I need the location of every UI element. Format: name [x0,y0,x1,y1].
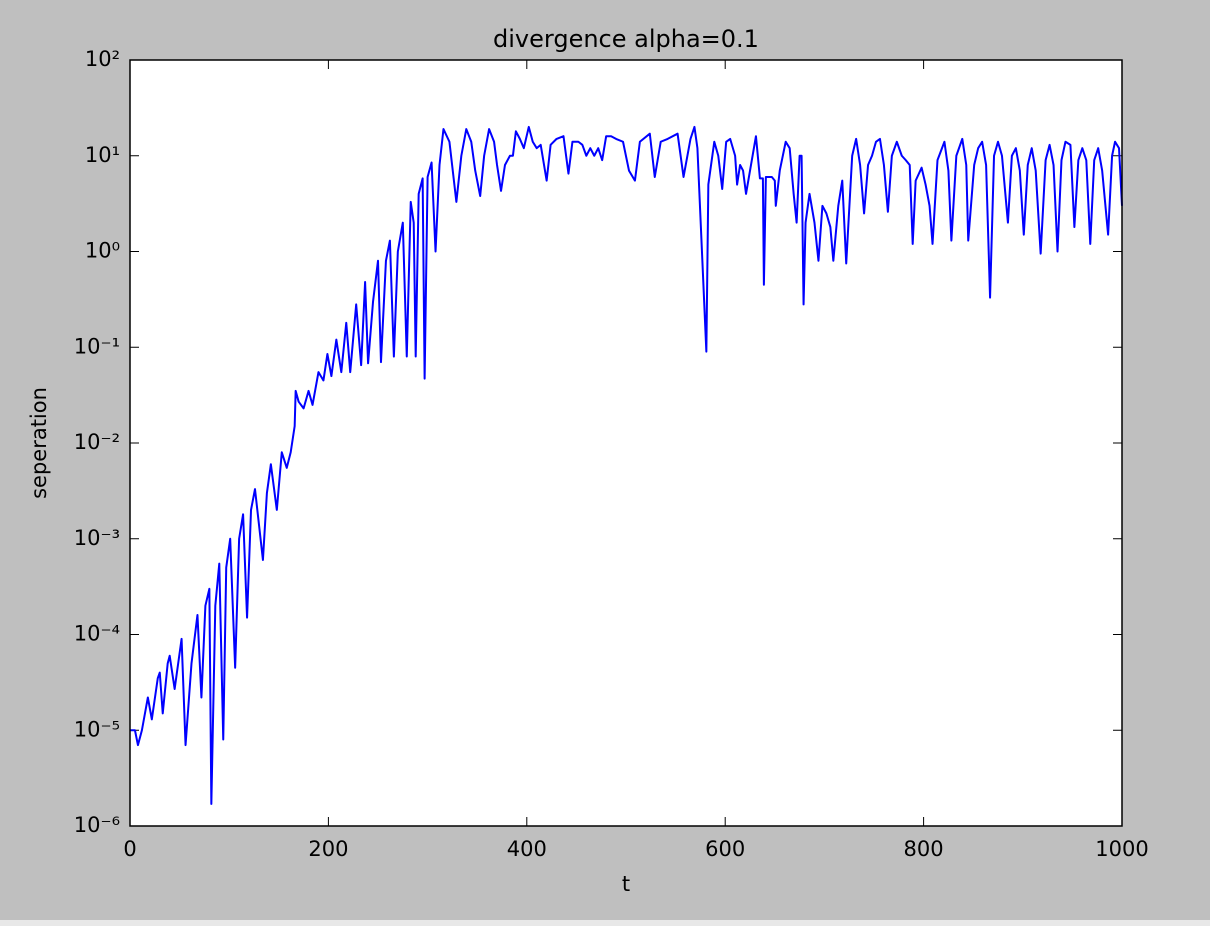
x-tick-label: 200 [308,837,348,861]
y-tick-label: 10⁻² [74,430,120,454]
y-axis-label: seperation [27,387,51,499]
x-tick-label: 400 [507,837,547,861]
y-tick-label: 10⁰ [85,239,120,263]
window-edge [0,920,1210,926]
y-tick-label: 10⁻⁵ [74,717,120,741]
x-tick-label: 1000 [1095,837,1148,861]
data-line [130,125,1123,805]
y-tick-label: 10⁻⁶ [74,813,120,837]
x-tick-label: 800 [904,837,944,861]
x-tick-label: 600 [705,837,745,861]
y-tick-label: 10⁻¹ [74,334,120,358]
x-tick-label: 0 [123,837,136,861]
y-tick-label: 10⁻³ [74,526,120,550]
y-tick-label: 10¹ [85,143,120,167]
y-tick-label: 10² [85,47,120,71]
chart-title: divergence alpha=0.1 [493,25,759,53]
y-tick-label: 10⁻⁴ [74,622,120,646]
x-axis-label: t [622,872,630,896]
plot-area [130,60,1122,826]
plot-frame [129,59,1123,827]
